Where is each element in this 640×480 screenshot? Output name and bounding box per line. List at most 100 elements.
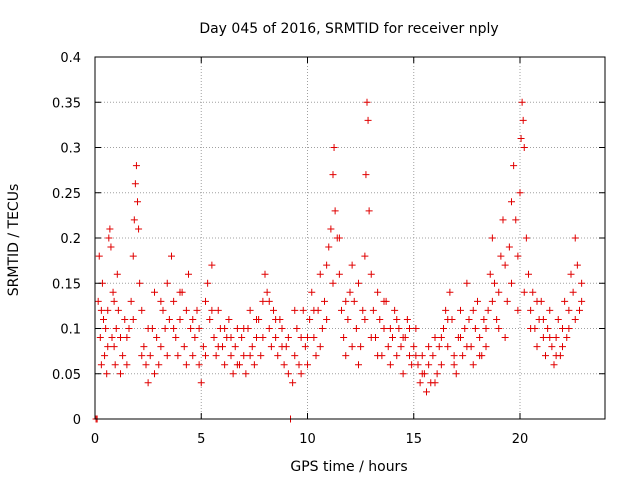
data-point <box>104 343 112 351</box>
data-point <box>208 306 216 314</box>
data-point <box>327 225 335 233</box>
data-point <box>350 297 358 305</box>
data-point <box>433 370 441 378</box>
data-point <box>225 315 233 323</box>
data-point <box>289 379 297 387</box>
data-point <box>578 297 586 305</box>
data-point <box>112 325 120 332</box>
data-point <box>125 325 133 332</box>
data-point <box>533 343 541 351</box>
data-point <box>257 352 265 360</box>
data-point <box>151 370 158 378</box>
data-point <box>227 334 235 342</box>
data-point <box>195 325 203 332</box>
data-point <box>527 306 535 314</box>
data-point <box>231 343 239 351</box>
data-point <box>437 334 445 342</box>
data-point <box>284 370 292 378</box>
data-point <box>357 343 365 351</box>
y-tick-label: 0.35 <box>52 96 81 111</box>
data-point <box>248 343 256 351</box>
data-point <box>501 261 509 269</box>
data-point <box>130 216 138 224</box>
data-point <box>274 352 282 360</box>
data-point <box>104 306 112 314</box>
data-point <box>335 270 343 278</box>
data-point <box>463 279 471 287</box>
data-point <box>446 288 454 296</box>
data-point <box>272 315 280 323</box>
data-point <box>376 315 384 323</box>
data-point <box>278 325 286 332</box>
data-point <box>486 270 494 278</box>
data-point <box>202 297 209 305</box>
data-point <box>119 352 127 360</box>
data-point <box>403 315 411 323</box>
data-point <box>246 306 254 314</box>
data-point <box>144 325 152 332</box>
data-point <box>331 207 339 215</box>
data-point <box>559 325 566 332</box>
data-point <box>187 325 195 332</box>
data-point <box>546 334 554 342</box>
data-point <box>329 279 337 287</box>
data-point <box>110 297 118 305</box>
data-point <box>435 343 443 351</box>
data-point <box>576 306 583 314</box>
data-point <box>520 288 528 296</box>
data-point <box>214 343 222 351</box>
data-point <box>308 288 316 296</box>
data-point <box>440 325 447 332</box>
data-point <box>452 370 460 378</box>
data-point <box>362 171 370 179</box>
data-point <box>318 325 326 332</box>
data-point <box>340 334 348 342</box>
data-point <box>565 306 573 314</box>
data-point <box>253 334 260 342</box>
data-point <box>425 361 433 369</box>
data-point <box>465 315 473 323</box>
data-point <box>499 216 507 224</box>
data-point <box>391 306 399 314</box>
data-point <box>163 352 171 360</box>
data-point <box>295 361 303 369</box>
data-point <box>546 306 554 314</box>
data-point <box>117 334 124 342</box>
data-point <box>363 98 371 106</box>
data-point <box>527 325 535 332</box>
data-point <box>191 334 199 342</box>
data-point <box>488 234 496 242</box>
data-point <box>330 144 338 151</box>
data-point <box>367 270 375 278</box>
data-point <box>189 352 197 360</box>
data-point <box>195 361 203 369</box>
data-point <box>291 306 299 314</box>
data-point <box>578 279 586 287</box>
data-point <box>380 325 388 332</box>
data-point <box>170 325 178 332</box>
data-point <box>261 270 269 278</box>
data-point <box>208 261 216 269</box>
x-tick-label: 15 <box>405 432 422 447</box>
data-point <box>229 370 237 378</box>
data-point <box>554 315 562 323</box>
data-point <box>131 180 139 188</box>
data-point <box>519 116 527 124</box>
data-point <box>480 315 488 323</box>
data-point <box>129 252 137 260</box>
data-point <box>142 361 150 369</box>
data-point <box>397 343 405 351</box>
data-point <box>514 252 522 260</box>
data-point <box>265 297 273 305</box>
data-point <box>364 116 372 124</box>
data-point <box>550 361 558 369</box>
data-point <box>185 270 192 278</box>
y-axis-label: SRMTID / TECUs <box>6 184 22 297</box>
data-point <box>304 361 311 369</box>
data-point <box>484 306 492 314</box>
data-point <box>495 288 503 296</box>
data-point <box>520 144 528 151</box>
data-point <box>280 361 288 369</box>
data-point <box>157 297 165 305</box>
